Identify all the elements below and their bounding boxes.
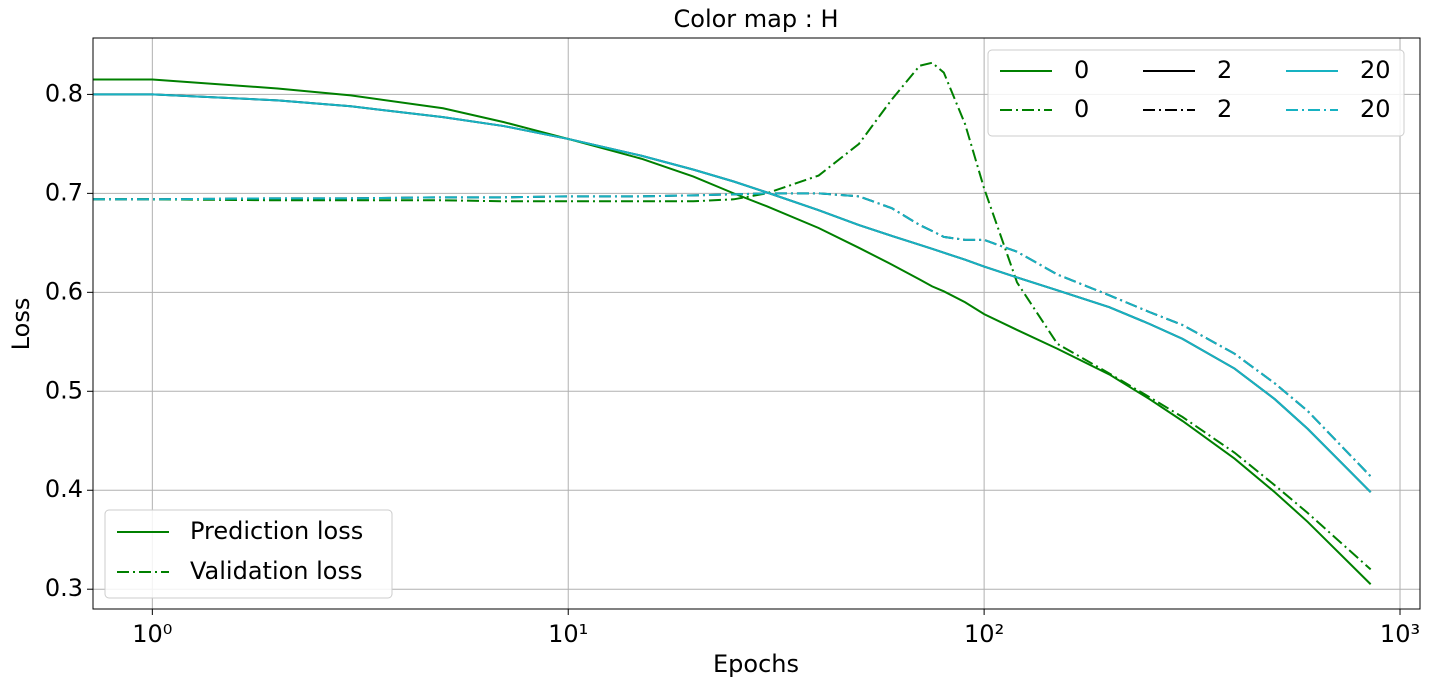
legend-label: 2 (1217, 95, 1232, 123)
plot-frame (92, 37, 1421, 610)
legend-label: Validation loss (190, 557, 363, 585)
y-tick-label: 0.3 (45, 574, 83, 602)
legend-label: 20 (1360, 56, 1391, 84)
series-line (93, 78, 1372, 585)
legend-label: 0 (1074, 56, 1089, 84)
x-tick-label: 10⁰ (132, 620, 172, 648)
x-axis-label: Epochs (713, 650, 799, 678)
legend-label: 2 (1217, 56, 1232, 84)
series-line (93, 93, 1372, 493)
x-tick-label: 10¹ (548, 620, 588, 648)
y-tick-label: 0.8 (45, 79, 83, 107)
x-tick-label: 10² (964, 620, 1004, 648)
y-tick-label: 0.5 (45, 376, 83, 404)
y-axis-label: Loss (7, 298, 35, 351)
series-line (93, 61, 1372, 571)
legend-box (104, 509, 393, 599)
x-tick-label: 10³ (1380, 620, 1420, 648)
y-tick-label: 0.6 (45, 277, 83, 305)
y-tick-label: 0.4 (45, 475, 83, 503)
legend-label: 0 (1074, 95, 1089, 123)
series-line (93, 93, 1372, 493)
legend-label: 20 (1360, 95, 1391, 123)
legend-label: Prediction loss (190, 517, 363, 545)
y-tick-label: 0.7 (45, 178, 83, 206)
series-line (93, 192, 1372, 478)
legend-box (987, 49, 1405, 137)
chart-title: Color map : H (674, 5, 839, 33)
series-line (93, 192, 1372, 478)
